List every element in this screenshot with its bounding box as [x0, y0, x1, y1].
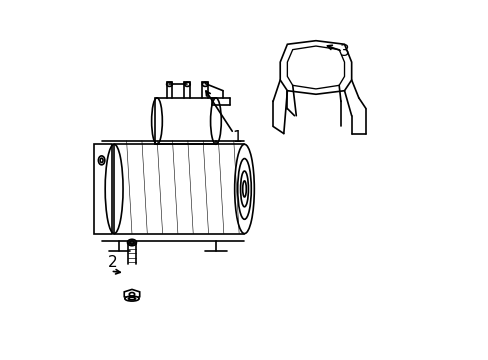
Text: 3: 3: [339, 44, 349, 59]
Text: 2: 2: [107, 255, 117, 270]
Ellipse shape: [124, 296, 139, 301]
Ellipse shape: [234, 144, 254, 234]
Ellipse shape: [210, 98, 221, 144]
Text: 1: 1: [232, 130, 242, 145]
Ellipse shape: [127, 239, 136, 246]
